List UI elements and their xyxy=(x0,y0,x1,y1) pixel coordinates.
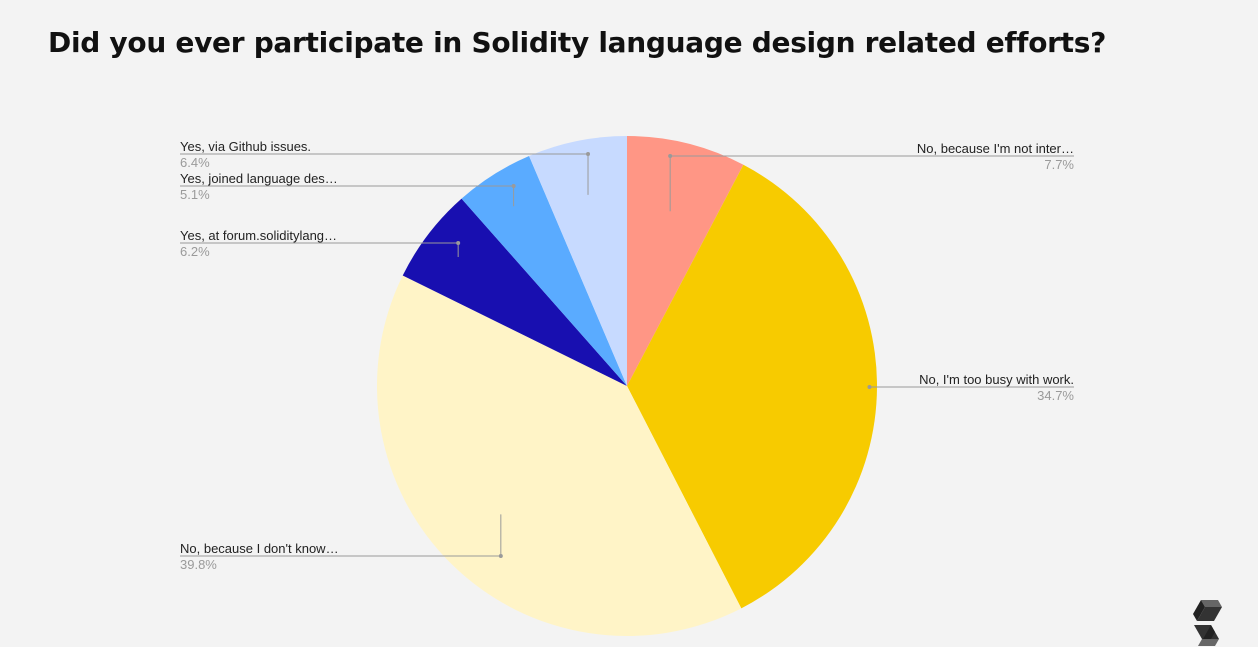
slice-percent: 7.7% xyxy=(1044,157,1074,172)
slice-label: Yes, at forum.soliditylang… xyxy=(180,228,337,243)
pie-slice xyxy=(529,136,627,386)
leader-dot xyxy=(867,385,872,389)
pie-slice xyxy=(461,155,627,386)
pie-slice xyxy=(402,198,627,386)
solidity-logo-icon xyxy=(1193,600,1222,646)
leader-dot xyxy=(586,152,591,156)
slice-label: No, because I'm not inter… xyxy=(917,141,1074,156)
slice-labels: No, because I'm not inter…7.7% No, I'm to… xyxy=(180,139,1074,572)
leader-dot xyxy=(456,241,461,245)
slice-label: Yes, joined language des… xyxy=(180,171,338,186)
pie-slice xyxy=(376,275,742,636)
slice-label: Yes, via Github issues. xyxy=(180,139,311,154)
slice-percent: 34.7% xyxy=(1037,388,1074,403)
leader-dot xyxy=(511,184,516,188)
slice-percent: 5.1% xyxy=(180,187,210,202)
pie-slices xyxy=(376,136,877,636)
pie-slice xyxy=(627,136,744,386)
leader-dot xyxy=(668,154,673,158)
slice-label: No, I'm too busy with work. xyxy=(919,372,1074,387)
slice-percent: 39.8% xyxy=(180,557,217,572)
slice-percent: 6.2% xyxy=(180,244,210,259)
leader-dot xyxy=(498,554,503,558)
slice-percent: 6.4% xyxy=(180,155,210,170)
chart-title: Did you ever participate in Solidity lan… xyxy=(48,26,1107,59)
slice-label: No, because I don't know… xyxy=(180,541,339,556)
pie-slice xyxy=(627,164,877,609)
